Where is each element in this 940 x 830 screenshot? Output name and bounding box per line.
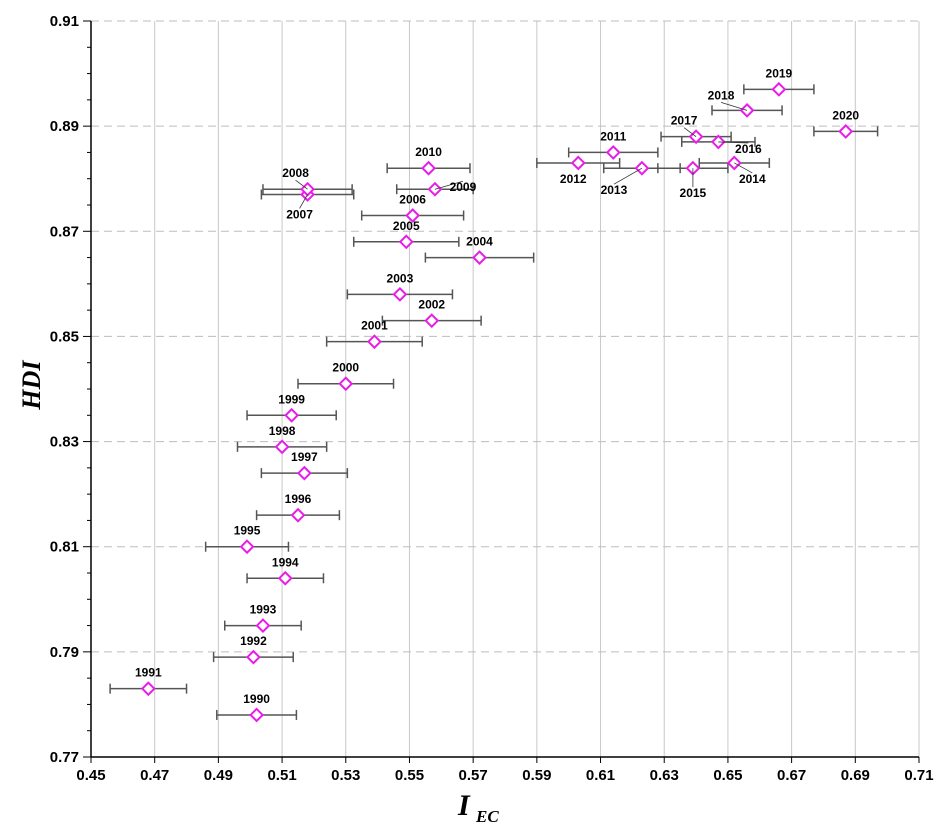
- data-point-2001: [367, 334, 382, 350]
- y-tick-label-0.89: 0.89: [50, 118, 79, 135]
- x-tick-label-0.63: 0.63: [650, 767, 679, 784]
- leader-line-2008: [295, 179, 308, 190]
- point-label-2003: 2003: [387, 271, 414, 285]
- data-point-2006: [405, 208, 421, 223]
- x-tick-label-0.71: 0.71: [904, 767, 933, 784]
- point-label-1997: 1997: [291, 450, 318, 464]
- point-label-1992: 1992: [240, 634, 267, 648]
- point-label-2018: 2018: [708, 88, 735, 102]
- data-point-2012: [570, 155, 586, 171]
- data-point-1998: [274, 439, 290, 455]
- point-label-1999: 1999: [278, 392, 305, 406]
- y-tick-label-0.83: 0.83: [50, 434, 79, 451]
- leader-line-2018: [720, 101, 748, 111]
- y-tick-label-0.91: 0.91: [50, 13, 79, 30]
- point-label-2013: 2013: [601, 183, 628, 197]
- point-label-2000: 2000: [332, 361, 359, 375]
- x-tick-label-0.53: 0.53: [331, 767, 360, 784]
- data-point-2011: [605, 145, 621, 160]
- data-point-1990: [249, 707, 265, 723]
- point-label-2002: 2002: [418, 298, 445, 312]
- tick-labels: 0.77 0.79 0.81 0.83 0.85 0.87 0.89 0.91 0.45 0.47…: [50, 13, 934, 784]
- x-tick-label-0.67: 0.67: [777, 767, 806, 784]
- y-tick-label-0.87: 0.87: [50, 223, 79, 240]
- x-tick-label-0.57: 0.57: [459, 767, 488, 784]
- y-tick-label-0.77: 0.77: [50, 749, 79, 766]
- leader-line-2014: [734, 162, 753, 174]
- y-tick-label-0.79: 0.79: [50, 644, 79, 661]
- point-label-2016: 2016: [735, 142, 762, 156]
- y-tick-label-0.81: 0.81: [50, 539, 79, 556]
- point-label-2010: 2010: [415, 145, 442, 159]
- data-point-2004: [472, 250, 487, 265]
- point-label-2001: 2001: [361, 319, 388, 333]
- data-point-2003: [392, 286, 408, 302]
- y-axis-title: HDI: [17, 360, 46, 411]
- x-tick-label-0.45: 0.45: [76, 767, 105, 784]
- point-label-2004: 2004: [466, 235, 493, 249]
- data-point-2002: [424, 313, 440, 329]
- data-point-2010: [421, 160, 436, 176]
- point-label-2020: 2020: [832, 108, 859, 122]
- point-label-2012: 2012: [560, 172, 587, 186]
- point-label-2011: 2011: [600, 129, 626, 143]
- x-tick-label-0.59: 0.59: [522, 767, 551, 784]
- data-point-1995: [239, 539, 255, 555]
- point-label-2008: 2008: [282, 166, 309, 180]
- data-point-2019: [771, 81, 787, 97]
- data-point-2005: [398, 234, 414, 250]
- point-label-1994: 1994: [272, 555, 299, 569]
- leader-line-2013: [613, 167, 643, 185]
- x-tick-label-0.49: 0.49: [204, 767, 233, 784]
- point-label-2015: 2015: [680, 186, 707, 200]
- point-label-2009: 2009: [450, 180, 477, 194]
- y-tick-label-0.85: 0.85: [50, 328, 79, 345]
- leader-line-2007: [299, 194, 308, 209]
- point-label-2006: 2006: [399, 193, 426, 207]
- point-label-2005: 2005: [393, 219, 420, 233]
- point-label-1993: 1993: [250, 603, 277, 617]
- point-label-1990: 1990: [243, 692, 270, 706]
- x-tick-label-0.61: 0.61: [586, 767, 615, 784]
- axes: [83, 20, 920, 763]
- data-point-1991: [140, 681, 156, 697]
- point-label-1998: 1998: [269, 424, 296, 438]
- data-point-1999: [284, 407, 300, 423]
- x-tick-label-0.55: 0.55: [395, 767, 424, 784]
- point-labels: 1990 1991 1992 1993 1994 1995 1996 1997 1998 1999…: [135, 66, 859, 706]
- data-point-1996: [290, 507, 306, 523]
- x-axis-title: I: [457, 789, 471, 822]
- point-label-1991: 1991: [135, 666, 162, 680]
- data-point-1993: [255, 618, 271, 633]
- data-point-2020: [838, 123, 854, 139]
- data-point-1992: [246, 649, 261, 665]
- x-tick-label-0.69: 0.69: [841, 767, 870, 784]
- point-label-1995: 1995: [234, 524, 261, 538]
- x-axis-title-subscript: EC: [475, 807, 499, 825]
- data-point-1997: [296, 465, 312, 481]
- point-label-2007: 2007: [286, 207, 313, 221]
- point-label-2017: 2017: [671, 114, 698, 128]
- leader-line-2009: [434, 180, 464, 190]
- point-label-1996: 1996: [285, 492, 312, 506]
- leader-line-2017: [683, 127, 697, 137]
- point-label-2019: 2019: [766, 66, 793, 80]
- x-tick-label-0.51: 0.51: [267, 767, 296, 784]
- x-tick-label-0.47: 0.47: [140, 767, 169, 784]
- x-tick-label-0.65: 0.65: [713, 767, 742, 784]
- data-point-1994: [277, 570, 293, 586]
- point-label-2014: 2014: [739, 172, 766, 186]
- leader-line-2016: [718, 141, 749, 144]
- data-point-2000: [338, 376, 354, 392]
